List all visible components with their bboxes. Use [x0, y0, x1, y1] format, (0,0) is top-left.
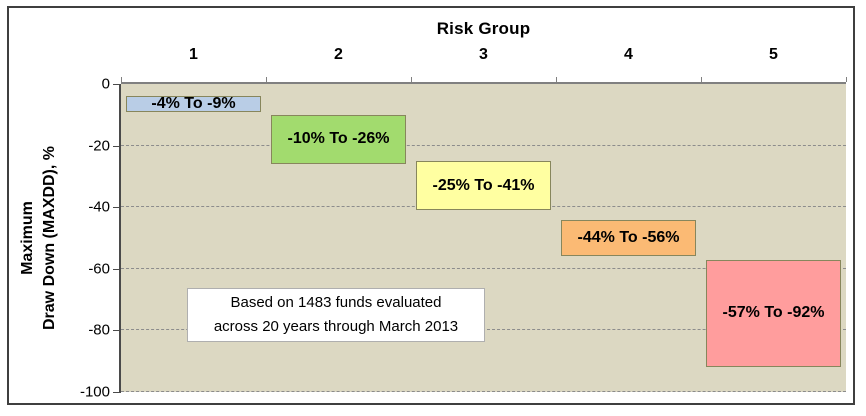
x-tick-label-1: 1	[189, 46, 198, 63]
y-tick-label--60: -60	[88, 260, 110, 278]
x-axis-tick-mark	[556, 77, 557, 82]
y-tick-label--40: -40	[88, 198, 110, 216]
range-box-group-2: -10% To -26%	[270, 114, 407, 165]
x-axis-tick-mark	[266, 77, 267, 82]
gridline--20	[121, 144, 846, 146]
y-axis-tick-mark	[113, 207, 119, 209]
y-axis-tick-labels: 0 -20 -40 -60 -80 -100	[56, 76, 110, 401]
range-box-label: -4% To -9%	[151, 95, 236, 113]
y-axis-tick-mark	[113, 145, 119, 147]
x-tick-label-4: 4	[624, 46, 633, 63]
x-axis-line	[121, 82, 846, 84]
y-tick-label--80: -80	[88, 321, 110, 339]
y-axis-tick-mark	[113, 268, 119, 270]
y-axis-tick-mark	[113, 84, 119, 85]
y-axis-line	[119, 84, 121, 393]
range-box-group-5: -57% To -92%	[705, 259, 842, 368]
annotation-line: across 20 years through March 2013	[213, 318, 459, 335]
x-axis-tick-mark	[701, 77, 702, 82]
annotation-line: Based on 1483 funds evaluated	[230, 294, 442, 311]
range-box-label: -44% To -56%	[577, 228, 680, 246]
range-box-group-1: -4% To -9%	[125, 95, 262, 113]
plot-area: -4% To -9% -10% To -26% -25% To -41% -44% T…	[121, 84, 846, 392]
range-box-group-4: -44% To -56%	[560, 219, 697, 257]
range-box-label: -57% To -92%	[722, 304, 825, 322]
range-box-label: -10% To -26%	[287, 130, 390, 148]
x-tick-label-2: 2	[334, 46, 343, 63]
range-box-label: -25% To -41%	[432, 176, 535, 194]
x-tick-label-5: 5	[769, 46, 778, 63]
range-box-group-3: -25% To -41%	[415, 161, 552, 211]
annotation-box: Based on 1483 funds evaluated across 20 y…	[187, 288, 485, 342]
y-axis-tick-mark	[113, 330, 119, 332]
y-axis-title-line: Maximum	[19, 201, 36, 275]
x-tick-label-3: 3	[479, 46, 488, 63]
gridline--100	[121, 391, 846, 392]
y-tick-label--20: -20	[88, 137, 110, 155]
y-axis-tick-mark	[113, 392, 119, 393]
x-axis-tick-mark	[121, 77, 122, 82]
y-tick-label-0: 0	[101, 75, 110, 93]
gridline--60	[121, 267, 846, 269]
y-tick-label--100: -100	[79, 383, 110, 401]
x-axis-tick-mark	[846, 77, 847, 82]
x-axis-tick-mark	[411, 77, 412, 82]
x-axis-tick-labels: 1 2 3 4 5	[121, 46, 846, 68]
x-axis-title: Risk Group	[436, 19, 531, 38]
